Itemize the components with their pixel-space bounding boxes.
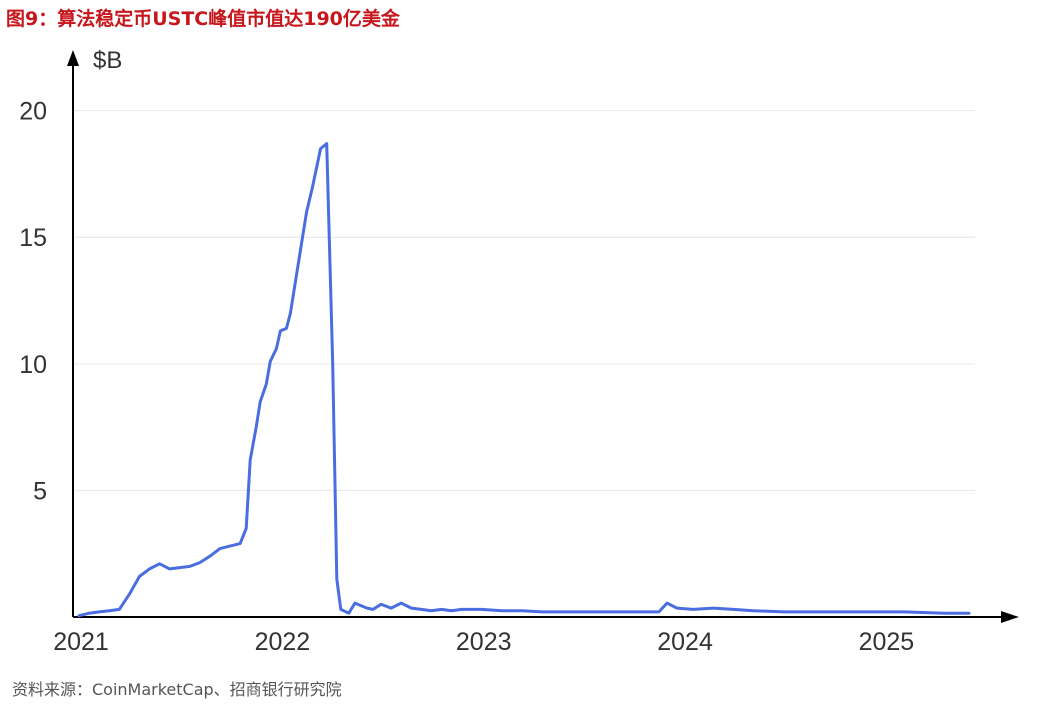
axes — [67, 50, 1019, 623]
x-tick-label: 2024 — [657, 628, 713, 656]
y-tick-label: 15 — [19, 224, 47, 252]
series-line — [77, 142, 971, 618]
gridlines — [73, 110, 975, 491]
y-tick-label: 10 — [19, 351, 47, 379]
series-group — [77, 142, 971, 618]
y-axis-unit-label: $B — [93, 47, 122, 74]
x-tick-label: 2021 — [53, 628, 109, 656]
x-tick-label: 2023 — [456, 628, 512, 656]
figure-title: 图9：算法稳定币USTC峰值市值达190亿美金 — [6, 8, 400, 30]
source-note: 资料来源：CoinMarketCap、招商银行研究院 — [12, 680, 342, 699]
x-tick-label: 2022 — [255, 628, 311, 656]
y-tick-label: 20 — [19, 98, 47, 126]
x-tick-labels: 2021 2022 2023 2024 2025 — [53, 628, 914, 656]
x-tick-label: 2025 — [859, 628, 915, 656]
y-tick-label: 5 — [33, 477, 47, 505]
x-axis-arrow — [1001, 611, 1019, 623]
y-axis-arrow — [67, 50, 79, 66]
y-tick-labels: 5 10 15 20 — [19, 98, 47, 506]
